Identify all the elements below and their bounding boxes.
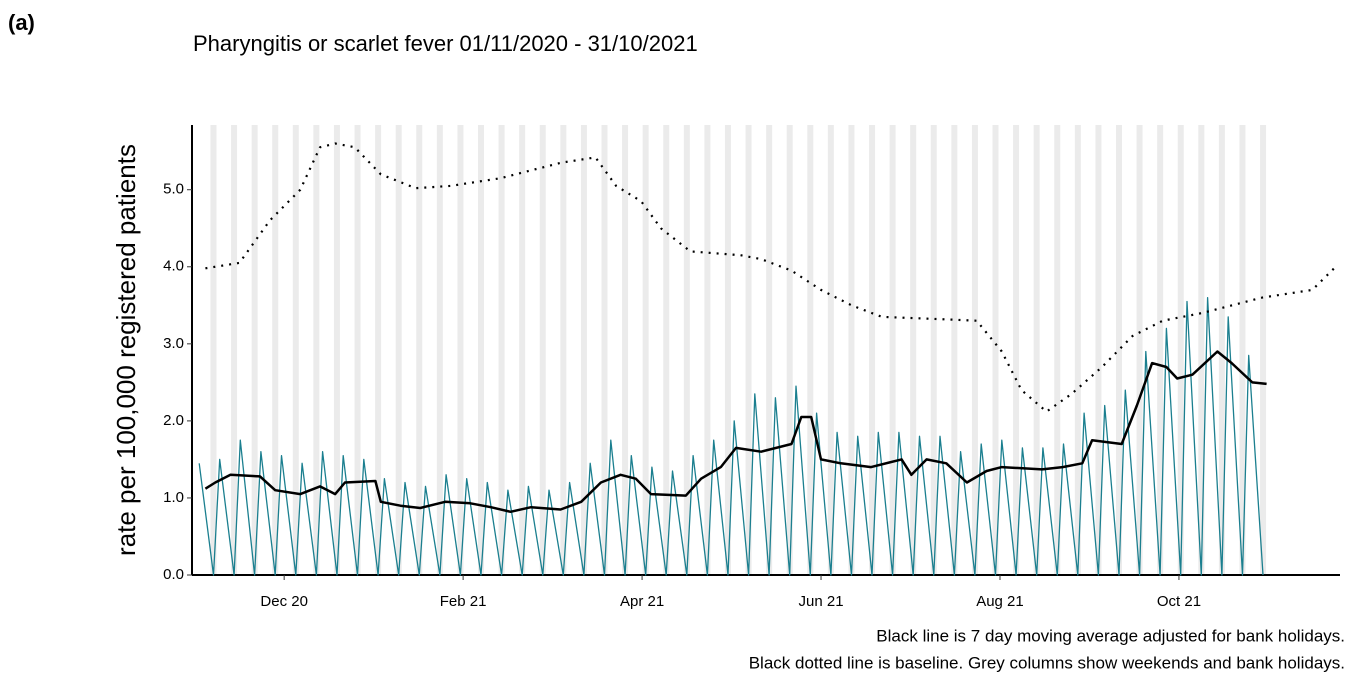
weekend-column <box>745 125 752 575</box>
y-tick-label: 0.0 <box>163 566 184 583</box>
weekend-column <box>416 125 423 575</box>
weekend-column <box>375 125 382 575</box>
x-tick-label: Apr 21 <box>620 593 664 610</box>
weekend-column <box>210 125 217 575</box>
weekend-column <box>992 125 999 575</box>
weekend-column <box>1260 125 1267 575</box>
y-axis-label: rate per 100,000 registered patients <box>111 144 141 556</box>
y-tick-label: 1.0 <box>163 489 184 506</box>
weekend-column <box>292 125 299 575</box>
weekend-column <box>704 125 711 575</box>
note: Black dotted line is baseline. Grey colu… <box>749 653 1345 672</box>
weekend-column <box>1013 125 1020 575</box>
weekend-column <box>333 125 340 575</box>
y-tick-label: 4.0 <box>163 258 184 275</box>
weekend-column <box>642 125 649 575</box>
weekend-column <box>951 125 958 575</box>
weekend-column <box>580 125 587 575</box>
weekend-column <box>1136 125 1143 575</box>
y-tick-label: 5.0 <box>163 181 184 198</box>
weekend-column <box>1074 125 1081 575</box>
weekend-column <box>478 125 485 575</box>
weekend-column <box>457 125 464 575</box>
x-tick-label: Oct 21 <box>1157 593 1201 610</box>
x-tick-label: Aug 21 <box>976 593 1024 610</box>
weekend-column <box>498 125 505 575</box>
series-line <box>198 296 1264 576</box>
series-line <box>205 142 1339 413</box>
weekend-column <box>1157 125 1164 575</box>
weekend-column <box>971 125 978 575</box>
y-tick-label: 3.0 <box>163 335 184 352</box>
weekend-column <box>231 125 238 575</box>
weekend-column <box>354 125 361 575</box>
weekend-column <box>1033 125 1040 575</box>
weekend-column <box>1239 125 1246 575</box>
weekend-column <box>1095 125 1102 575</box>
x-tick-label: Jun 21 <box>799 593 844 610</box>
y-tick-label: 2.0 <box>163 412 184 429</box>
weekend-column <box>1054 125 1061 575</box>
weekend-column <box>683 125 690 575</box>
weekend-column <box>663 125 670 575</box>
x-tick-label: Feb 21 <box>440 593 487 610</box>
weekend-column <box>272 125 279 575</box>
weekend-column <box>622 125 629 575</box>
note: Black line is 7 day moving average adjus… <box>876 626 1345 645</box>
series-line <box>204 350 1267 514</box>
chart-title: Pharyngitis or scarlet fever 01/11/2020 … <box>193 31 698 56</box>
weekend-column <box>869 125 876 575</box>
weekend-column <box>848 125 855 575</box>
weekend-column <box>930 125 937 575</box>
weekend-column <box>1218 125 1225 575</box>
weekend-column <box>251 125 258 575</box>
weekend-column <box>827 125 834 575</box>
weekend-column <box>539 125 546 575</box>
weekend-column <box>560 125 567 575</box>
panel-label: (a) <box>8 10 35 35</box>
weekend-column <box>889 125 896 575</box>
weekend-column <box>724 125 731 575</box>
weekend-column <box>519 125 526 575</box>
weekend-column <box>1115 125 1122 575</box>
weekend-column <box>601 125 608 575</box>
weekend-column <box>1198 125 1205 575</box>
weekend-column <box>436 125 443 575</box>
x-tick-label: Dec 20 <box>260 593 308 610</box>
weekend-column <box>766 125 773 575</box>
weekend-column <box>910 125 917 575</box>
weekend-column <box>786 125 793 575</box>
weekend-column <box>395 125 402 575</box>
weekend-column <box>807 125 814 575</box>
weekend-column <box>1177 125 1184 575</box>
weekend-column <box>313 125 320 575</box>
